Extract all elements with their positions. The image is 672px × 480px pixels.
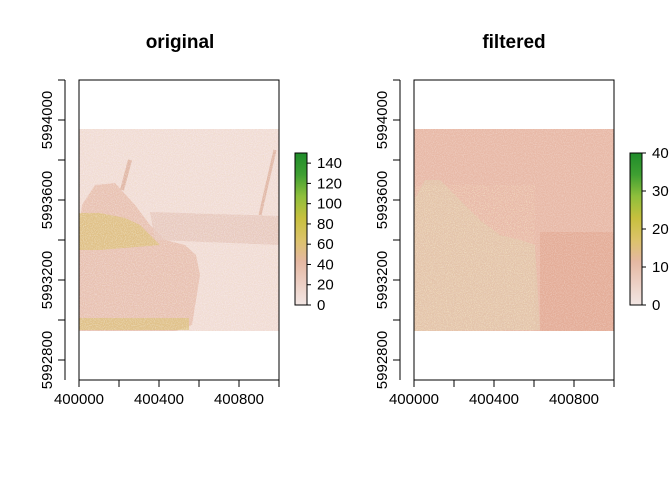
axes-original: 400000 400400 400800 5992800 5993200 5993600 5…	[39, 79, 280, 408]
panel-filtered: filtered 400000 400400 400800 5992800 599320…	[374, 32, 669, 408]
colorbar-tick-label: 20	[317, 277, 334, 294]
colorbar-tick-label: 40	[317, 256, 334, 273]
x-tick-label: 400800	[214, 391, 264, 408]
colorbar-tick-label: 30	[652, 183, 669, 200]
colorbar-tick-label: 60	[317, 236, 334, 253]
raster-original	[79, 129, 279, 331]
panel-original: original 400000 400400 400800 5992800 599320…	[39, 32, 342, 408]
y-tick-label: 5993200	[39, 251, 56, 309]
colorbar-tick-label: 140	[317, 155, 342, 172]
colorbar-tick-label: 20	[652, 221, 669, 238]
colorbar-tick-label: 10	[652, 259, 669, 276]
colorbar-tick-label: 100	[317, 196, 342, 213]
x-tick-label: 400400	[469, 391, 519, 408]
y-tick-label: 5994000	[39, 91, 56, 149]
panel-title-original: original	[146, 32, 215, 53]
y-tick-label: 5992800	[39, 331, 56, 389]
raster-original-speckle	[79, 129, 279, 331]
colorbar	[294, 152, 308, 306]
legend-filtered: 0 10 20 30 40	[629, 145, 669, 314]
y-tick-label: 5992800	[374, 331, 391, 389]
axes-filtered: 400000 400400 400800 5992800 5993200 5993600 5…	[374, 79, 615, 408]
x-tick-label: 400800	[549, 391, 599, 408]
raster-filtered	[414, 129, 614, 331]
colorbar-tick-label: 0	[652, 297, 660, 314]
raster-filtered-speckle-region	[414, 185, 535, 331]
panel-title-filtered: filtered	[482, 32, 545, 53]
colorbar-tick-label: 80	[317, 216, 334, 233]
x-tick-label: 400400	[134, 391, 184, 408]
y-tick-label: 5994000	[374, 91, 391, 149]
colorbar-tick-label: 40	[652, 145, 669, 162]
x-tick-label: 400000	[389, 391, 439, 408]
colorbar-tick-label: 0	[317, 297, 325, 314]
y-tick-label: 5993200	[374, 251, 391, 309]
x-tick-label: 400000	[54, 391, 104, 408]
y-tick-label: 5993600	[39, 171, 56, 229]
legend-original: 0 20 40 60 80 100 120 140	[294, 152, 342, 314]
colorbar-tick-label: 120	[317, 175, 342, 192]
y-tick-label: 5993600	[374, 171, 391, 229]
colorbar	[629, 152, 643, 306]
